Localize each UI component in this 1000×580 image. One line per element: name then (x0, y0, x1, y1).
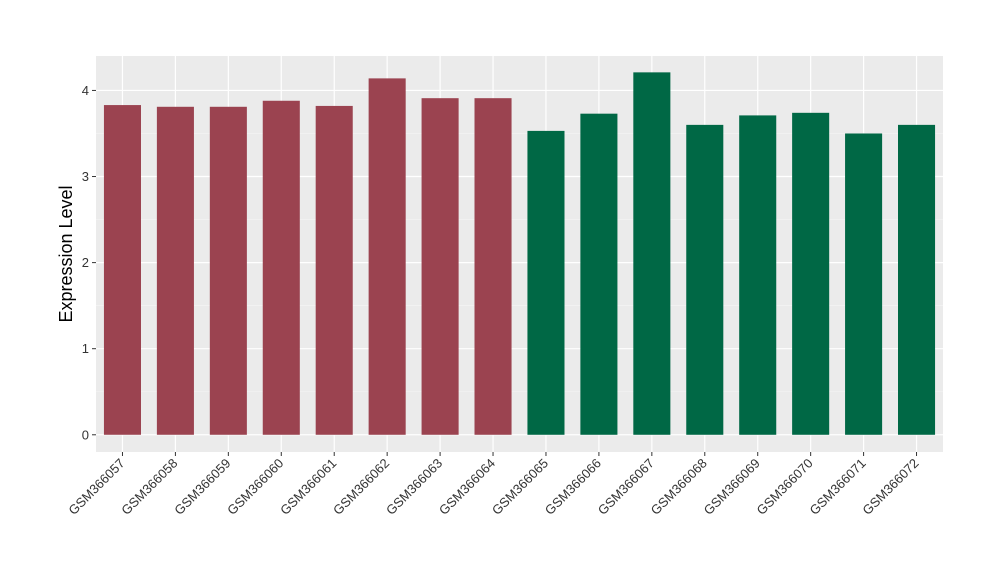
bar-GSM366068 (686, 124, 724, 435)
x-tick-label: GSM366072 (859, 456, 921, 518)
bars (103, 72, 936, 435)
bar-GSM366066 (580, 113, 618, 435)
y-tick-label: 3 (82, 169, 89, 184)
bar-GSM366070 (792, 112, 830, 435)
y-axis: 0 1 2 3 4 (82, 83, 96, 442)
y-tick-label: 4 (82, 83, 89, 98)
x-axis: GSM366057GSM366058GSM366059GSM366060GSM3… (65, 452, 922, 518)
bar-GSM366057 (103, 105, 141, 435)
bar-GSM366072 (898, 124, 936, 435)
y-tick-label: 2 (82, 255, 89, 270)
bar-GSM366061 (315, 105, 353, 435)
bar-GSM366064 (474, 98, 512, 435)
bar-GSM366065 (527, 130, 565, 435)
bar-GSM366067 (633, 72, 671, 435)
bar-GSM366069 (739, 115, 777, 435)
bar-GSM366071 (845, 133, 883, 435)
y-tick-label: 1 (82, 341, 89, 356)
y-axis-title: Expression Level (56, 185, 76, 322)
bar-GSM366063 (421, 98, 459, 435)
bar-GSM366058 (156, 106, 194, 435)
bar-GSM366062 (368, 78, 406, 435)
bar-GSM366060 (262, 100, 300, 435)
y-tick-label: 0 (82, 427, 89, 442)
bar-GSM366059 (209, 106, 247, 435)
